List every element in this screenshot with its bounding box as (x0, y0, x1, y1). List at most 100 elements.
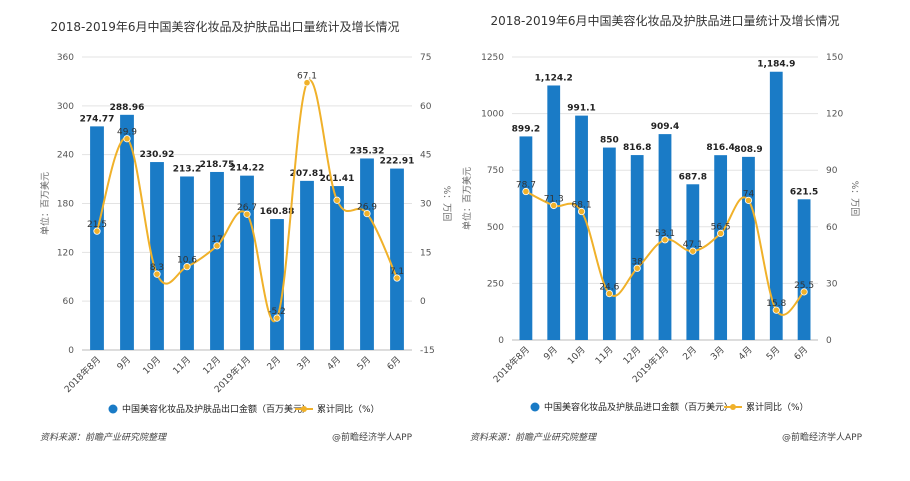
line-value-label: 47.1 (683, 240, 703, 250)
legend-line-label: 累计同比（%） (317, 403, 380, 415)
bar (714, 155, 728, 340)
y-tick-label: 750 (487, 166, 504, 176)
line-point (303, 79, 311, 87)
line-value-label: 53.1 (655, 229, 675, 239)
x-tick-label: 2018年8月 (62, 354, 103, 395)
bar-value-label: 1,124.2 (535, 73, 573, 83)
y2-axis-title: %：万回 (849, 181, 860, 217)
line-value-label: 56.5 (711, 222, 731, 232)
y2-tick-label: 120 (826, 110, 843, 120)
line-point (243, 210, 251, 218)
legend-bar-label: 中国美容化妆品及护肤品进口金额（百万美元） (544, 401, 733, 413)
line-point (153, 270, 161, 278)
line-point (183, 263, 191, 271)
y2-tick-label: 60 (420, 102, 432, 112)
legend-bar-swatch (108, 404, 118, 414)
y-tick-label: 250 (487, 279, 504, 289)
credit-note: @前瞻经济学人APP (782, 431, 863, 443)
y2-tick-label: -15 (420, 346, 435, 356)
y2-tick-label: 0 (826, 336, 832, 346)
x-tick-label: 12月 (201, 354, 223, 376)
bar-value-label: 214.22 (230, 164, 265, 174)
x-tick-label: 5月 (764, 344, 782, 362)
bar-value-label: 230.92 (140, 150, 175, 160)
x-tick-label: 10月 (565, 344, 587, 366)
chart-1: 2018-2019年6月中国美容化妆品及护肤品出口量统计及增长情况 0 60 120 1… (39, 19, 452, 443)
bar (120, 114, 134, 350)
x-tick-label: 12月 (621, 344, 643, 366)
bar (210, 171, 224, 350)
line-value-label: 74 (743, 189, 755, 199)
x-tick-label: 11月 (593, 344, 615, 366)
bar-value-label: 207.81 (290, 169, 325, 179)
line-point (333, 196, 341, 204)
bar-value-label: 808.9 (734, 145, 762, 155)
bar-value-label: 621.5 (790, 187, 818, 197)
line-value-label: 38 (631, 257, 643, 267)
y2-axis-title: %：万回 (441, 186, 452, 222)
line-value-label: 68.1 (572, 201, 592, 211)
line-point (661, 236, 669, 244)
line-value-label: 78.7 (516, 181, 536, 191)
line-point (744, 196, 753, 204)
y-tick-label: 60 (63, 297, 75, 307)
legend-bar-swatch (530, 402, 540, 412)
line-value-label: 7.1 (390, 267, 404, 277)
y2-tick-label: 60 (826, 223, 838, 233)
chart-title: 2018-2019年6月中国美容化妆品及护肤品出口量统计及增长情况 (50, 19, 399, 34)
line-point (393, 274, 401, 282)
y2-tick-label: 15 (420, 248, 431, 258)
line-point (363, 209, 371, 218)
bar-value-label: 909.4 (651, 122, 679, 132)
bar (602, 147, 616, 340)
y2-tick-label: 90 (826, 166, 838, 176)
line-point (800, 288, 808, 296)
legend-line-marker (730, 404, 736, 410)
bar-value-label: 274.77 (80, 114, 115, 124)
bar (630, 155, 644, 340)
bar (797, 199, 811, 340)
bar-value-label: 235.32 (350, 146, 385, 156)
line-value-label: 67.1 (297, 72, 317, 82)
line-point (689, 247, 697, 255)
x-tick-label: 9月 (542, 344, 560, 362)
legend: 中国美容化妆品及护肤品出口金额（百万美元） 累计同比（%） (108, 403, 380, 415)
x-tick-label: 3月 (295, 354, 313, 372)
bar-value-label: 222.91 (380, 157, 415, 167)
y2-tick-label: 150 (826, 53, 843, 63)
line-value-label: 10.6 (177, 256, 197, 266)
bar-value-label: 687.8 (679, 172, 707, 182)
bar-value-label: 899.2 (512, 124, 540, 134)
legend-line-label: 累计同比（%） (746, 401, 809, 413)
y-tick-label: 500 (487, 223, 504, 233)
bar-value-label: 991.1 (567, 104, 595, 114)
line-point (93, 227, 101, 235)
y-axis-title: 单位：百万美元 (461, 167, 473, 230)
x-tick-label: 6月 (792, 344, 810, 362)
legend-bar-label: 中国美容化妆品及护肤品出口金额（百万美元） (122, 403, 311, 415)
line-value-label: 49.9 (117, 128, 137, 138)
line-value-label: 25.5 (794, 281, 814, 291)
line-point (717, 229, 725, 238)
line-value-label: 8.3 (150, 263, 164, 273)
line-value-label: 71.3 (544, 194, 564, 204)
y2-tick-label: 75 (420, 53, 431, 63)
bar-value-label: 160.88 (260, 207, 295, 217)
y-axis-title: 单位：百万美元 (39, 172, 51, 235)
line-value-label: 26.9 (357, 203, 377, 213)
bar (150, 162, 164, 350)
bar (769, 71, 783, 340)
bar-value-label: 288.96 (110, 103, 145, 113)
bar (270, 219, 284, 350)
credit-note: @前瞻经济学人APP (332, 431, 413, 443)
line-point (273, 314, 281, 322)
bar-value-label: 816.8 (623, 143, 651, 153)
bar-value-label: 816.4 (706, 143, 734, 153)
chart-2: 2018-2019年6月中国美容化妆品及护肤品进口量统计及增长情况 0 250 500… (461, 13, 863, 443)
bar (330, 186, 344, 350)
line-value-label: 17 (211, 235, 222, 245)
bar (390, 168, 404, 350)
legend: 中国美容化妆品及护肤品进口金额（百万美元） 累计同比（%） (530, 401, 809, 413)
x-tick-label: 4月 (325, 354, 343, 372)
line-value-label: 21.5 (87, 220, 107, 230)
